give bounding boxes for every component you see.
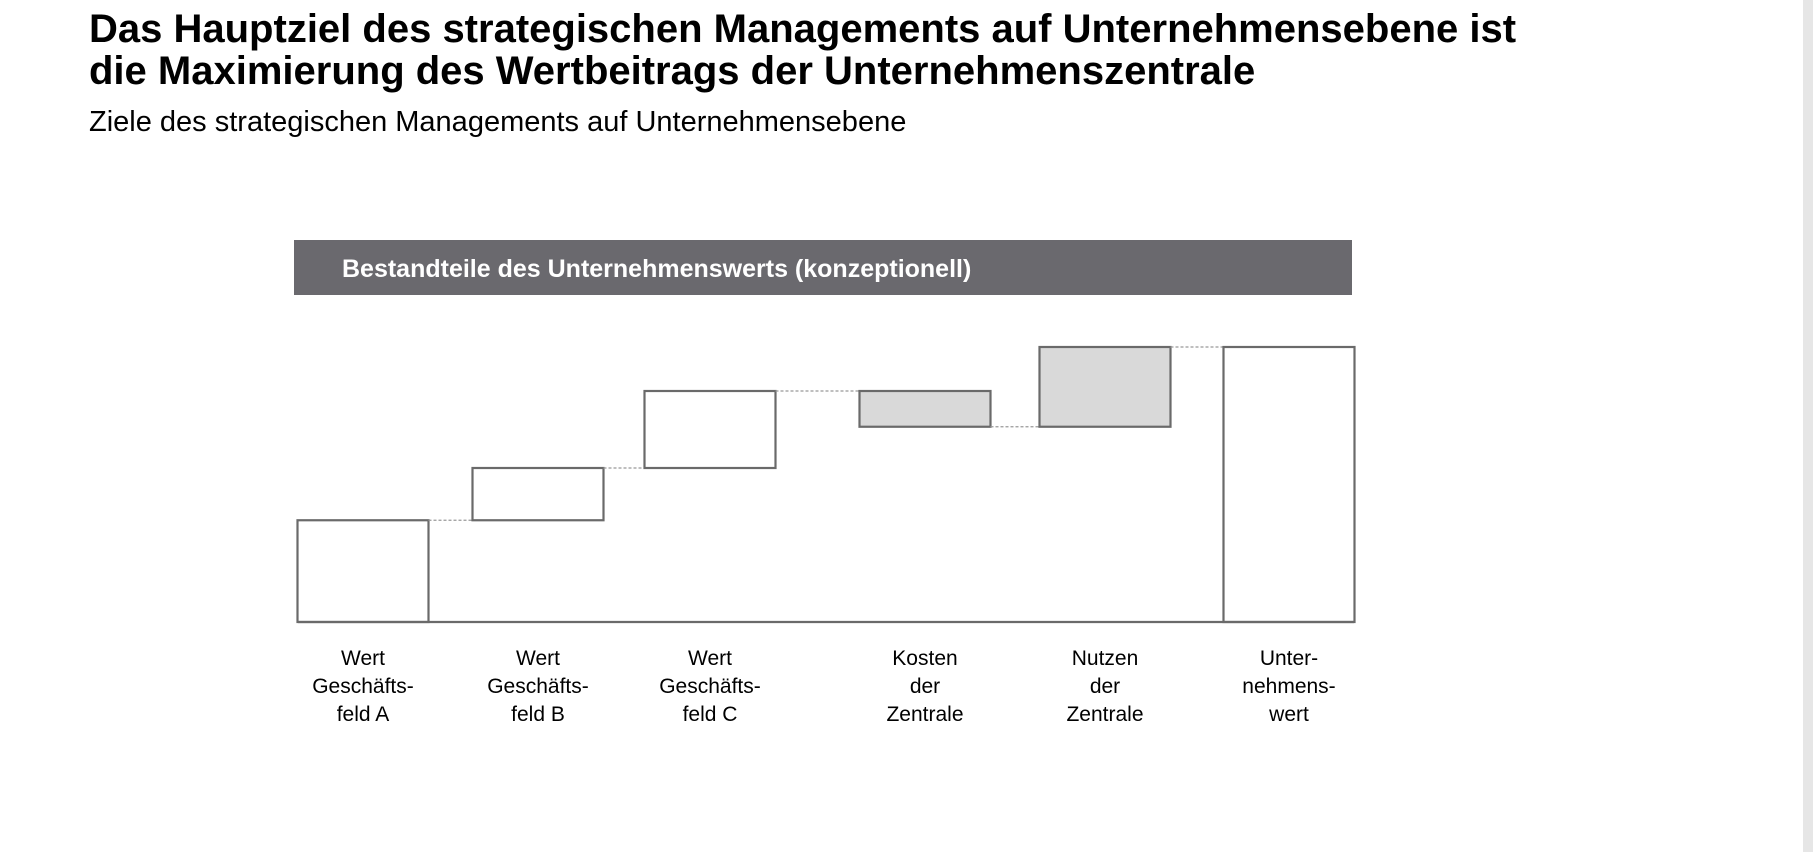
category-label: Nutzen	[1072, 647, 1139, 670]
category-label: Kosten	[892, 647, 957, 670]
title-line: Das Hauptziel des strategischen Manageme…	[89, 7, 1516, 51]
scrollbar	[1803, 0, 1813, 852]
title-line: die Maximierung des Wertbeitrags der Unt…	[89, 49, 1255, 93]
bar	[1038, 345, 1172, 428]
bar	[858, 389, 992, 428]
bar	[643, 389, 777, 470]
bar	[296, 519, 430, 624]
category-label: Geschäfts-	[312, 675, 414, 698]
category-label: Unter-	[1260, 647, 1318, 670]
category-label: Wert	[341, 647, 385, 670]
chart-header-band	[294, 240, 1352, 295]
category-label: feld C	[683, 703, 738, 726]
category-label: der	[910, 675, 940, 698]
category-label: Wert	[688, 647, 732, 670]
chart-title: Bestandteile des Unternehmenswerts (konz…	[342, 255, 971, 283]
category-label: feld A	[337, 703, 390, 726]
category-label: Zentrale	[1066, 703, 1143, 726]
category-label: nehmens-	[1242, 675, 1335, 698]
category-label: wert	[1268, 703, 1309, 726]
category-label: Zentrale	[886, 703, 963, 726]
subtitle: Ziele des strategischen Managements auf …	[89, 106, 906, 138]
category-label: Geschäfts-	[487, 675, 589, 698]
bar	[471, 466, 605, 522]
category-label: der	[1090, 675, 1120, 698]
category-label: Geschäfts-	[659, 675, 761, 698]
category-label: feld B	[511, 703, 565, 726]
category-label: Wert	[516, 647, 560, 670]
bar	[1222, 345, 1356, 624]
